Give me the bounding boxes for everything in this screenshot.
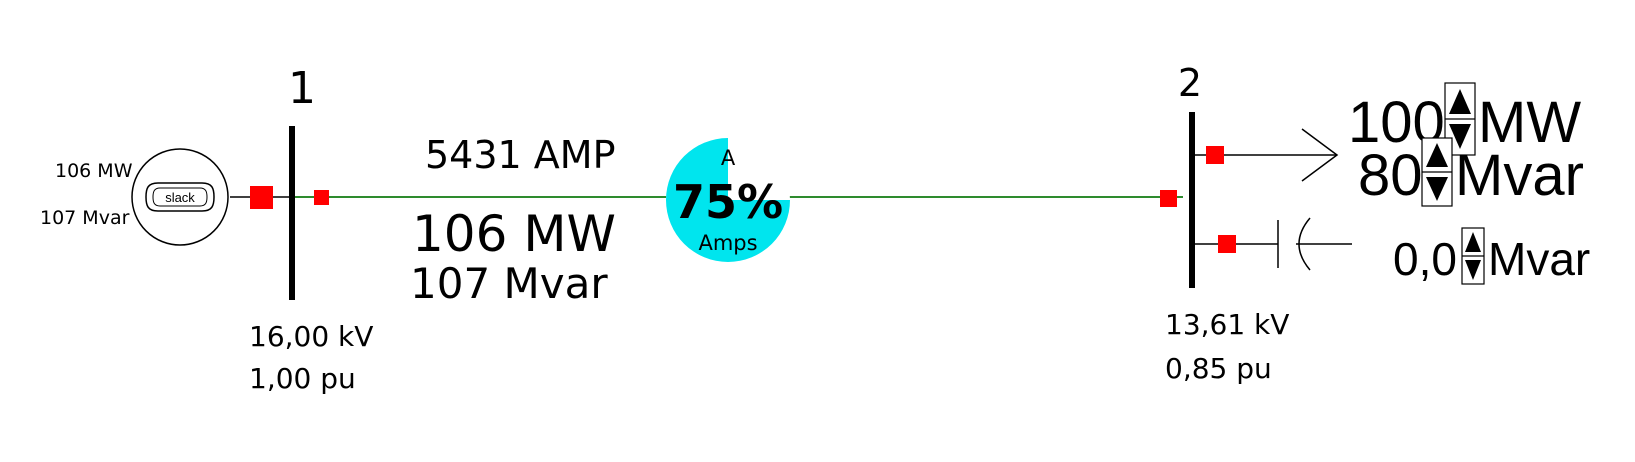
- generator-mvar: 107 Mvar: [40, 207, 130, 229]
- bus-2-voltage-kv: 13,61 kV: [1165, 308, 1289, 341]
- bus-1-voltage-pu: 1,00 pu: [249, 362, 356, 395]
- shunt-mvar-unit: Mvar: [1488, 233, 1590, 285]
- shunt-mvar-value: 0,0: [1393, 233, 1457, 285]
- spinner-up-arrow[interactable]: [1426, 143, 1448, 167]
- bus-2-voltage-pu: 0,85 pu: [1165, 352, 1272, 385]
- load-mvar-value: 80: [1358, 143, 1423, 208]
- line-mw: 106 MW: [412, 205, 616, 263]
- bus-2-number: 2: [1178, 61, 1202, 105]
- bus-1-voltage-kv: 16,00 kV: [249, 320, 373, 353]
- load-breaker[interactable]: [1206, 146, 1224, 164]
- generator-breaker[interactable]: [250, 186, 273, 209]
- line-breaker-bus-1[interactable]: [314, 190, 329, 205]
- slack-generator[interactable]: slack: [131, 148, 229, 246]
- slack-generator-icon: [131, 148, 229, 246]
- load-mvar-spinner[interactable]: [1421, 137, 1453, 207]
- load-arrow-icon: [1301, 128, 1339, 182]
- line-amps: 5431 AMP: [425, 133, 615, 177]
- gauge-top-label: A: [721, 146, 736, 170]
- spinner-up-arrow[interactable]: [1465, 232, 1481, 252]
- spinner-down-arrow[interactable]: [1449, 124, 1471, 149]
- generator-type-label: slack: [165, 190, 195, 205]
- generator-mw: 106 MW: [55, 160, 133, 182]
- capacitor-icon: [1277, 217, 1352, 271]
- line-loading-gauge[interactable]: A 75% Amps: [666, 138, 790, 262]
- gauge-bottom-label: Amps: [698, 231, 757, 255]
- gauge-percent: 75%: [673, 175, 783, 229]
- gauge-fill: [666, 138, 790, 262]
- generator-rotor-inner: [152, 187, 208, 207]
- spinner-down-arrow[interactable]: [1426, 177, 1448, 201]
- shunt-breaker[interactable]: [1218, 235, 1236, 253]
- load-mw-unit: MW: [1478, 90, 1581, 155]
- shunt-mvar-spinner[interactable]: [1461, 227, 1485, 285]
- bus-1-number: 1: [288, 63, 316, 114]
- spinner-down-arrow[interactable]: [1465, 260, 1481, 280]
- generator-rotor-shape: [145, 182, 215, 212]
- line-breaker-bus-2[interactable]: [1160, 190, 1177, 207]
- load-mvar-unit: Mvar: [1455, 143, 1584, 208]
- spinner-up-arrow[interactable]: [1449, 89, 1471, 114]
- line-mvar: 107 Mvar: [410, 259, 608, 308]
